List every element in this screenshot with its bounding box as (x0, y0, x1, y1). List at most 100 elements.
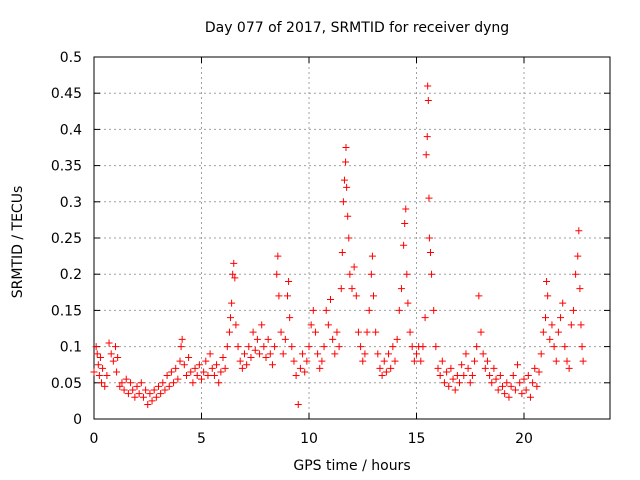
y-tick-label: 0.05 (51, 376, 82, 392)
data-point (333, 328, 341, 336)
data-point (563, 357, 571, 365)
data-point (165, 382, 173, 390)
data-point (413, 350, 420, 358)
y-tick-label: 0.3 (60, 195, 82, 211)
data-point (544, 292, 552, 300)
data-point (460, 372, 468, 380)
x-tick-label: 0 (90, 431, 99, 447)
data-point (318, 357, 326, 365)
data-point (103, 372, 111, 380)
data-point (494, 386, 502, 394)
data-point (438, 357, 446, 365)
data-point (422, 151, 430, 159)
data-point (397, 285, 405, 293)
data-point (146, 390, 154, 398)
data-point (524, 372, 532, 380)
data-point (372, 328, 380, 336)
data-point (542, 314, 549, 322)
data-point (400, 241, 408, 249)
data-point (90, 368, 98, 376)
x-tick-label: 20 (515, 431, 533, 447)
data-point (228, 299, 236, 307)
data-point (477, 328, 485, 336)
data-point (337, 285, 345, 293)
data-point (208, 364, 216, 372)
data-point (286, 314, 294, 322)
data-point (296, 364, 304, 372)
data-point (273, 270, 281, 278)
data-point (124, 390, 132, 398)
data-point (426, 248, 434, 256)
data-point (445, 382, 453, 390)
data-point (395, 306, 403, 314)
data-point (99, 364, 107, 372)
data-point (204, 372, 212, 380)
data-point (389, 343, 397, 351)
data-point (380, 357, 388, 365)
data-point (144, 401, 152, 409)
data-point (367, 270, 375, 278)
data-point (311, 328, 319, 336)
data-point (281, 335, 289, 343)
data-point (501, 390, 509, 398)
data-point (217, 368, 225, 376)
data-point (234, 343, 242, 351)
data-point (507, 382, 515, 390)
data-point (346, 270, 354, 278)
data-point (577, 321, 585, 329)
data-point (301, 368, 309, 376)
data-point (449, 375, 457, 383)
data-point (150, 386, 158, 394)
data-point (522, 386, 530, 394)
data-point (385, 350, 393, 358)
data-point (451, 386, 459, 394)
data-point (357, 343, 365, 351)
data-point (548, 321, 556, 329)
x-axis-label: GPS time / hours (293, 458, 410, 474)
data-point (187, 368, 195, 376)
data-point (376, 364, 384, 372)
data-point (505, 393, 513, 401)
data-point (574, 252, 582, 260)
data-point (430, 306, 438, 314)
data-point (327, 296, 334, 304)
data-point (230, 259, 238, 267)
data-point (496, 372, 504, 380)
data-point (223, 343, 231, 351)
data-point (159, 379, 167, 387)
data-point (253, 335, 261, 343)
data-point (509, 372, 517, 380)
data-point (572, 270, 580, 278)
data-point (112, 343, 119, 351)
data-point (406, 328, 414, 336)
data-point (539, 328, 547, 336)
data-point (206, 350, 214, 358)
data-point (479, 350, 487, 358)
data-point (348, 285, 356, 293)
data-point (503, 379, 511, 387)
data-point (113, 368, 121, 376)
y-tick-label: 0.1 (60, 340, 82, 356)
data-point (118, 379, 126, 387)
data-point (129, 386, 137, 394)
data-point (274, 252, 282, 260)
y-tick-label: 0.4 (60, 122, 82, 138)
data-point (92, 343, 100, 351)
data-point (236, 357, 244, 365)
y-tick-label: 0 (73, 412, 82, 428)
data-point (101, 382, 109, 390)
data-point (402, 205, 410, 213)
data-point (361, 350, 369, 358)
data-point (339, 198, 347, 206)
data-point (137, 379, 145, 387)
data-point (215, 379, 223, 387)
data-point (279, 350, 287, 358)
data-point (122, 375, 130, 383)
data-point (127, 379, 135, 387)
data-point (221, 364, 229, 372)
data-point (109, 357, 117, 365)
y-tick-label: 0.25 (51, 231, 82, 247)
data-point (531, 364, 539, 372)
data-point (176, 357, 184, 365)
data-point (483, 357, 491, 365)
